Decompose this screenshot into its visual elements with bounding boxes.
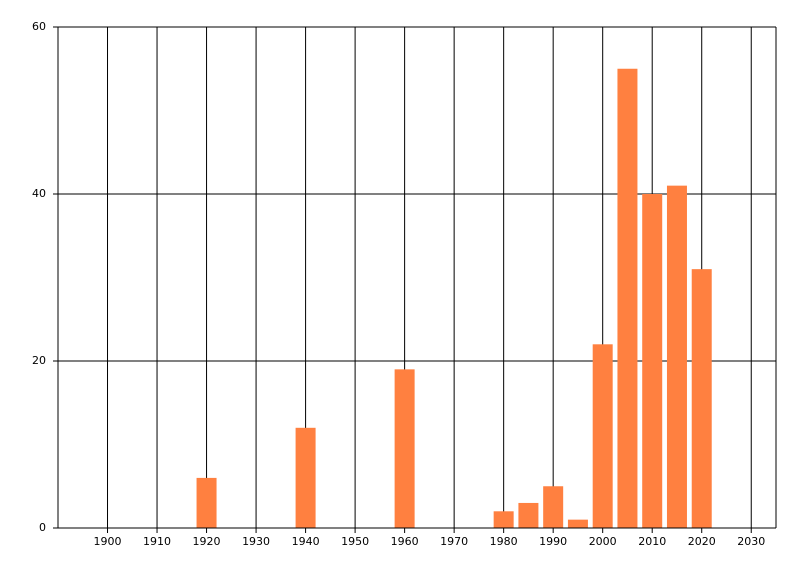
bar	[543, 486, 564, 528]
bar	[691, 269, 712, 528]
bar	[617, 68, 638, 528]
bar	[567, 519, 588, 528]
x-tick-label: 1990	[539, 535, 567, 548]
x-tick-label: 1900	[94, 535, 122, 548]
x-tick-label: 2010	[638, 535, 666, 548]
bar	[642, 194, 663, 528]
bar	[518, 502, 539, 528]
y-tick-label: 20	[32, 354, 46, 367]
bar	[666, 185, 687, 528]
x-tick-label: 1970	[440, 535, 468, 548]
bar	[394, 369, 415, 528]
y-tick-label: 40	[32, 187, 46, 200]
x-tick-label: 2030	[737, 535, 765, 548]
x-tick-label: 2020	[688, 535, 716, 548]
bar	[592, 344, 613, 528]
x-tick-label: 1960	[391, 535, 419, 548]
x-tick-label: 2000	[589, 535, 617, 548]
x-tick-label: 1980	[490, 535, 518, 548]
x-tick-label: 1940	[292, 535, 320, 548]
x-tick-label: 1920	[193, 535, 221, 548]
bar	[295, 427, 316, 528]
x-tick-label: 1930	[242, 535, 270, 548]
x-tick-label: 1950	[341, 535, 369, 548]
bar	[493, 511, 514, 528]
y-tick-label: 0	[39, 521, 46, 534]
y-tick-label: 60	[32, 20, 46, 33]
bar	[196, 477, 217, 528]
x-tick-label: 1910	[143, 535, 171, 548]
